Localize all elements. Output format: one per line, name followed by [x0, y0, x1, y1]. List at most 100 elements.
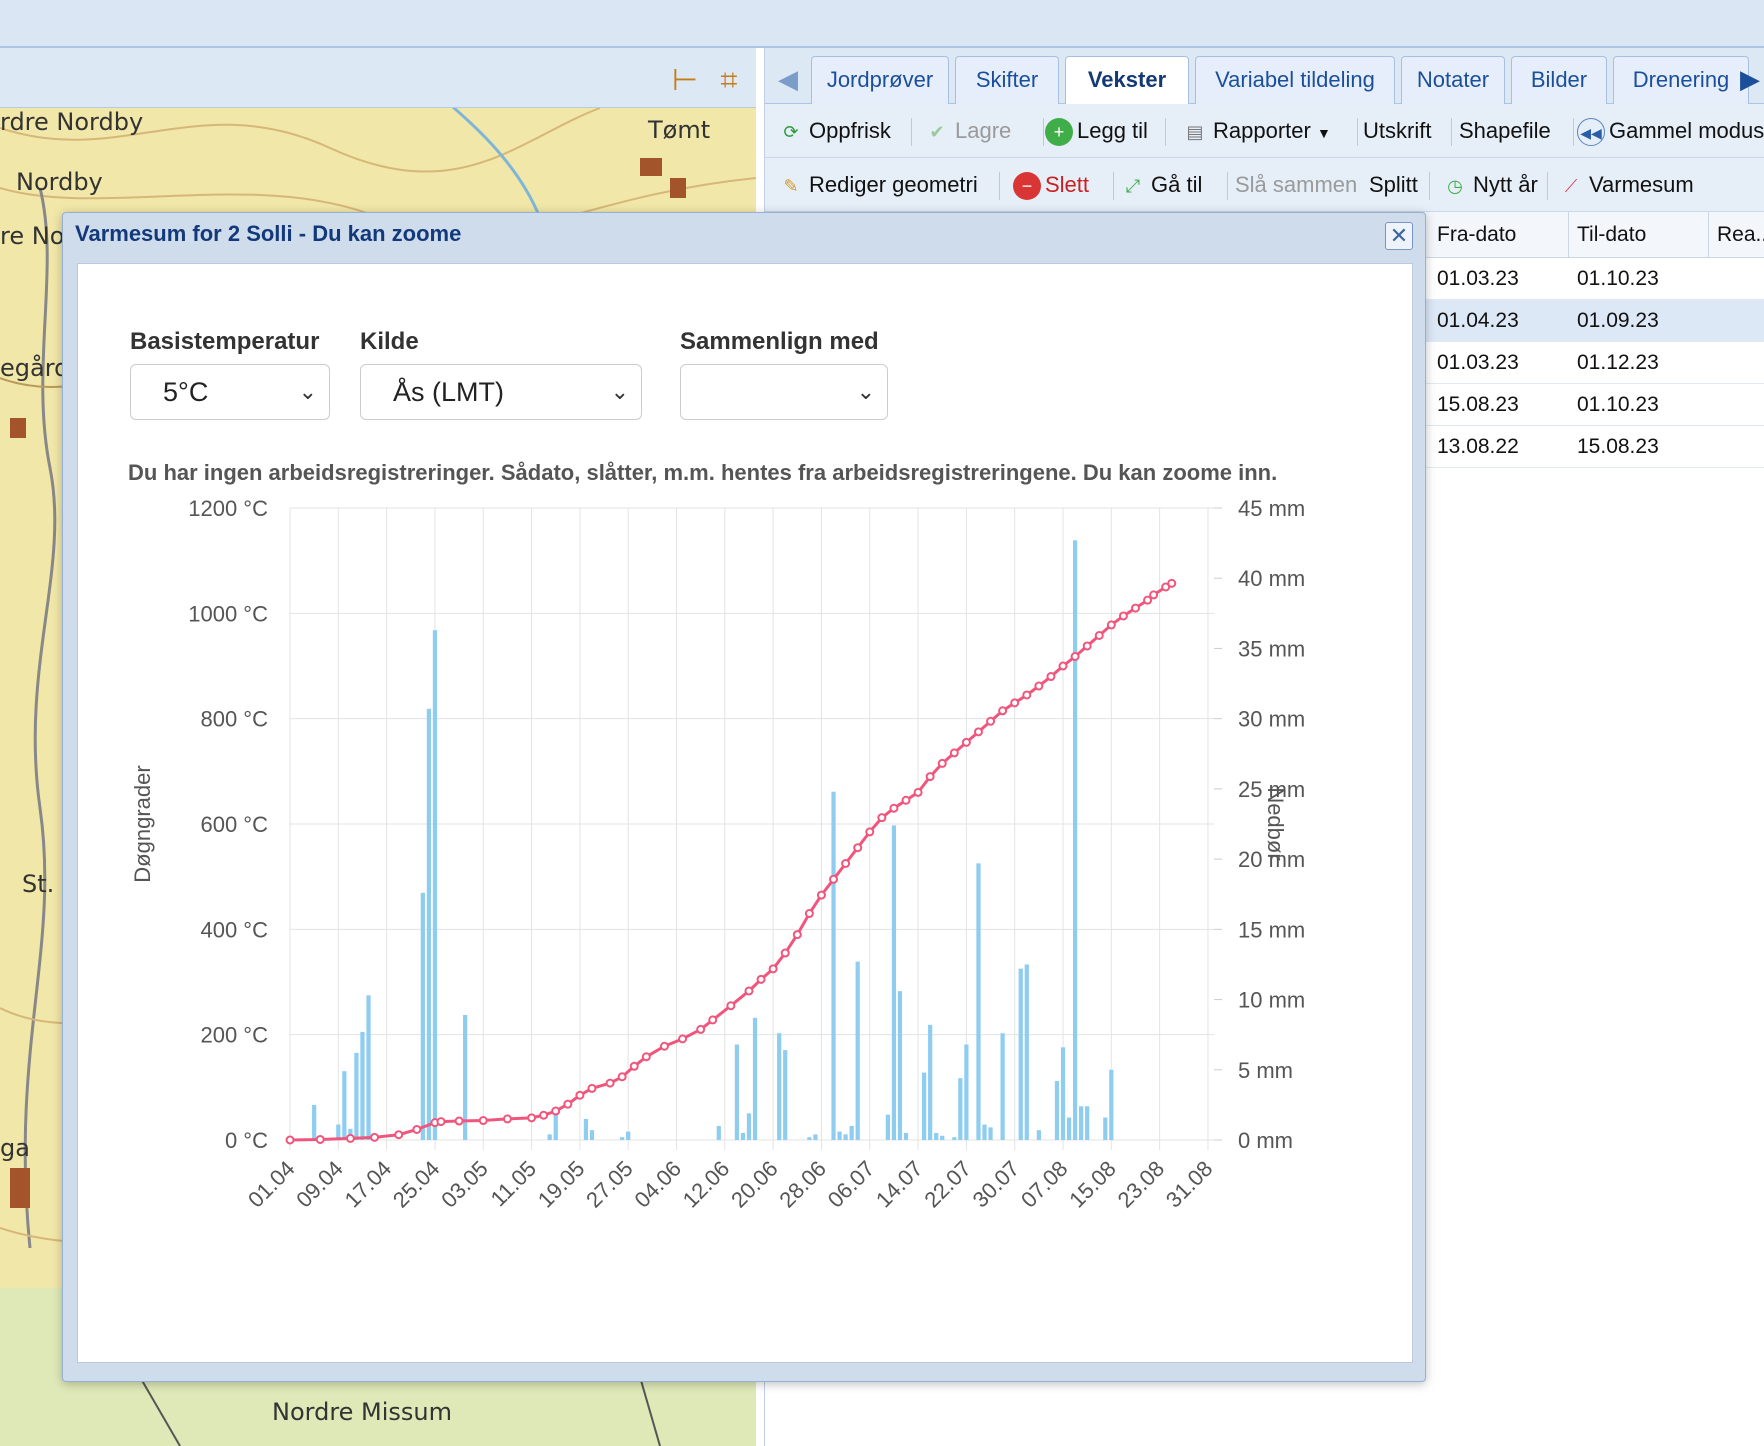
- toolbar-separator: [1451, 118, 1452, 146]
- heat-sum-button[interactable]: ⟋ Varmesum: [1557, 158, 1694, 212]
- precipitation-bar: [958, 1078, 963, 1140]
- heat-sum-point: [768, 964, 778, 974]
- close-icon[interactable]: ✕: [1385, 222, 1413, 250]
- precipitation-bar: [813, 1134, 818, 1140]
- x-tick-label: 15.08: [1064, 1156, 1121, 1213]
- y-left-tick-label: 1000 °C: [188, 601, 268, 626]
- precipitation-bar: [626, 1131, 631, 1140]
- heat-sum-point: [1082, 641, 1092, 651]
- heat-sum-point: [780, 948, 790, 958]
- precipitation-bar: [1036, 1130, 1041, 1140]
- source-label: Kilde: [360, 328, 419, 355]
- precipitation-bar: [777, 1033, 782, 1140]
- x-tick-label: 22.07: [919, 1156, 976, 1213]
- app-topbar: [0, 0, 1764, 48]
- split-button[interactable]: Splitt: [1369, 172, 1418, 197]
- toolbar-separator: [1165, 118, 1166, 146]
- y-left-tick-label: 800 °C: [200, 707, 268, 732]
- precipitation-bar: [928, 1024, 933, 1140]
- heat-sum-point: [370, 1132, 380, 1142]
- dialog-title[interactable]: Varmesum for 2 Solli - Du kan zoome: [75, 221, 462, 246]
- heat-sum-dialog: Varmesum for 2 Solli - Du kan zoome ✕ Ba…: [62, 212, 1426, 1382]
- heat-sum-point: [744, 986, 754, 996]
- cell-til-dato: 01.12.23: [1577, 351, 1659, 374]
- tab-scroll-left-icon[interactable]: ◀: [778, 64, 798, 94]
- new-year-button[interactable]: ◷ Nytt år: [1441, 158, 1538, 212]
- precipitation-bar: [746, 1113, 752, 1140]
- y-right-tick-label: 20 mm: [1238, 847, 1305, 872]
- heat-sum-point: [1010, 698, 1020, 708]
- heat-sum-point: [816, 890, 826, 900]
- heat-sum-point: [575, 1090, 585, 1100]
- heat-sum-point: [901, 795, 911, 805]
- compare-label: Sammenlign med: [680, 328, 879, 355]
- compare-select[interactable]: ⌄: [680, 364, 888, 420]
- refresh-button[interactable]: ⟳ Oppfrisk: [777, 104, 890, 158]
- cell-til-dato: 01.10.23: [1577, 267, 1659, 290]
- x-tick-label: 03.05: [436, 1156, 493, 1213]
- heat-sum-point: [841, 859, 851, 868]
- tab-skifter[interactable]: Skifter: [955, 56, 1059, 104]
- heat-sum-point: [1046, 672, 1056, 682]
- heat-sum-point: [756, 974, 766, 984]
- old-mode-button[interactable]: ◀◀ Gammel modus: [1577, 104, 1764, 158]
- shapefile-button[interactable]: Shapefile: [1459, 118, 1551, 143]
- heat-sum-chart[interactable]: 0 °C 200 °C 400 °C 600 °C 800 °C 1000 °C 1200 …: [62, 212, 1412, 1232]
- heat-sum-point: [973, 727, 983, 737]
- toolbar-secondary: ✎ Rediger geometri − Slett ⤢ Gå til Slå sam…: [765, 158, 1764, 212]
- chevron-down-icon: ⌄: [610, 379, 629, 404]
- heat-sum-point: [877, 813, 887, 823]
- tab-notater[interactable]: Notater: [1401, 56, 1505, 104]
- cell-fra-dato: 15.08.23: [1437, 393, 1519, 416]
- delete-button[interactable]: − Slett: [1013, 158, 1089, 212]
- column-header-fra-dato[interactable]: Fra-dato: [1429, 212, 1569, 258]
- place-label: ga: [0, 1134, 30, 1162]
- y-left-tick-label: 600 °C: [200, 812, 268, 837]
- tab-drenering[interactable]: Drenering: [1613, 56, 1749, 104]
- column-header-til-dato[interactable]: Til-dato: [1569, 212, 1709, 258]
- precipitation-bar: [922, 1072, 927, 1140]
- y-right-tick-label: 30 mm: [1238, 707, 1305, 732]
- tab-jordprover[interactable]: Jordprøver: [811, 56, 949, 104]
- check-icon: ✔: [929, 122, 945, 143]
- precipitation-bar: [312, 1104, 317, 1140]
- document-icon: ▤: [1186, 122, 1204, 143]
- reports-button[interactable]: ▤ Rapporter ▼: [1181, 104, 1330, 158]
- heat-sum-point: [659, 1041, 669, 1051]
- precipitation-bar: [885, 1114, 890, 1140]
- measure-icon[interactable]: ⊢: [671, 64, 699, 97]
- add-button[interactable]: + Legg til: [1045, 104, 1148, 158]
- tab-vekster[interactable]: Vekster: [1065, 56, 1189, 106]
- heat-sum-point: [1070, 652, 1080, 662]
- merge-button[interactable]: Slå sammen: [1235, 172, 1358, 197]
- heat-sum-point: [478, 1116, 488, 1126]
- column-header-rea[interactable]: Rea...: [1717, 223, 1764, 246]
- precipitation-bar: [366, 995, 371, 1140]
- tab-bilder[interactable]: Bilder: [1511, 56, 1607, 104]
- x-tick-label: 25.04: [388, 1156, 445, 1213]
- precipitation-bar: [716, 1125, 721, 1140]
- chevron-down-icon: ⌄: [298, 379, 317, 404]
- heat-sum-point: [629, 1061, 639, 1071]
- print-button[interactable]: Utskrift: [1363, 118, 1432, 143]
- source-select[interactable]: Ås (LMT) ⌄: [360, 364, 642, 420]
- x-tick-label: 27.05: [581, 1156, 638, 1213]
- crop-icon[interactable]: ⌗: [720, 64, 738, 97]
- heat-sum-point: [1167, 578, 1177, 588]
- base-temp-label: Basistemperatur: [130, 328, 320, 355]
- x-tick-label: 17.04: [340, 1156, 397, 1213]
- toolbar-separator: [911, 118, 912, 146]
- edit-geometry-button[interactable]: ✎ Rediger geometri: [777, 158, 977, 212]
- save-button[interactable]: ✔ Lagre: [923, 104, 1011, 158]
- table-row[interactable]: 15.08.23 01.10.23: [765, 384, 1764, 426]
- precipitation-bar: [831, 791, 836, 1140]
- y-left-tick-label: 0 °C: [225, 1128, 268, 1153]
- tab-scroll-right-icon[interactable]: ▶: [1740, 64, 1760, 94]
- goto-button[interactable]: ⤢ Gå til: [1119, 158, 1203, 212]
- base-temp-select[interactable]: 5°C ⌄: [130, 364, 330, 420]
- tab-variabel-tildeling[interactable]: Variabel tildeling: [1195, 56, 1395, 104]
- y-left-axis-title: Døgngrader: [130, 765, 155, 882]
- heat-sum-point: [551, 1106, 561, 1116]
- precipitation-bar: [807, 1137, 812, 1140]
- heat-sum-point: [1094, 630, 1104, 640]
